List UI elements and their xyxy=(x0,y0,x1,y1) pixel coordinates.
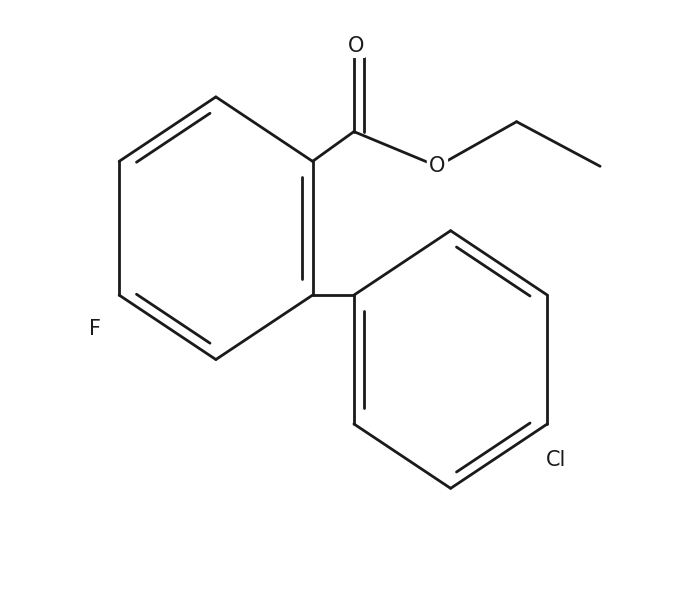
Text: Cl: Cl xyxy=(546,451,567,470)
Text: O: O xyxy=(347,36,364,55)
Text: F: F xyxy=(89,319,101,338)
Text: O: O xyxy=(429,157,446,176)
